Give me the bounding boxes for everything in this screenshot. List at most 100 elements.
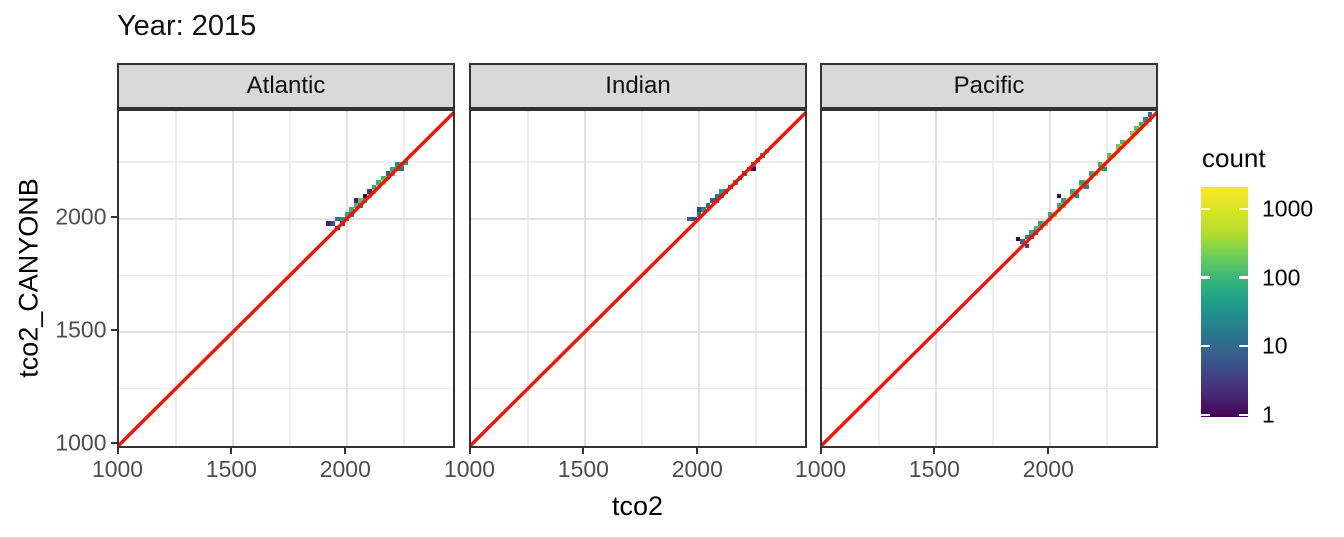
bin-tile (1088, 171, 1094, 176)
y-axis-tick (110, 442, 117, 445)
bin-tile (696, 207, 702, 213)
bin-tile (390, 166, 395, 172)
gridline (822, 217, 1156, 220)
bin-tile (1120, 139, 1125, 145)
y-axis-tick (110, 328, 117, 331)
legend-colorbar (1201, 187, 1248, 417)
facet-strip-label: Indian (605, 72, 671, 99)
bin-tile (399, 166, 404, 172)
legend-tick (1239, 207, 1248, 211)
bin-tile (1056, 193, 1062, 199)
x-axis-tick (230, 448, 233, 454)
bin-tile (1147, 112, 1153, 118)
bin-tile (1129, 130, 1135, 136)
x-axis-tick (1047, 448, 1050, 454)
x-tick-label: 1500 (908, 456, 960, 482)
gridline (697, 111, 700, 446)
x-tick-label: 1000 (794, 456, 847, 482)
gridline (231, 111, 234, 446)
gridline (822, 330, 1156, 333)
x-axis-tick (468, 448, 471, 454)
legend-tick-label: 100 (1262, 264, 1301, 291)
bin-tile (339, 216, 345, 222)
gridline (345, 111, 348, 446)
bin-tile (1015, 236, 1021, 242)
facet-strip-label: Atlantic (246, 72, 326, 99)
bin-tile (394, 162, 400, 167)
bin-tile (687, 216, 692, 222)
y-tick-label: 2000 (55, 203, 107, 230)
gridline (527, 111, 529, 446)
bin-tile (376, 180, 381, 185)
bin-tile (1047, 211, 1053, 217)
bin-tile (1024, 234, 1030, 240)
panel-atlantic (117, 109, 455, 448)
x-axis-tick (933, 448, 936, 454)
bin-tile (1097, 162, 1103, 167)
x-axis-tick (116, 448, 119, 454)
bin-tile (1106, 153, 1112, 158)
legend-tick (1201, 413, 1210, 417)
bin-tile (710, 198, 715, 204)
bin-tile (1070, 189, 1075, 194)
legend-tick (1239, 413, 1248, 417)
facet-strip-indian: Indian (469, 63, 807, 109)
bin-tile (335, 216, 340, 222)
bin-tile (719, 189, 724, 194)
gridline (822, 161, 1156, 164)
bin-tile (714, 193, 720, 199)
bin-tile (1033, 225, 1039, 231)
legend-tick (1239, 345, 1248, 348)
bin-tile (385, 171, 391, 176)
gridline (878, 111, 880, 446)
legend-tick (1201, 345, 1210, 348)
x-tick-label: 1000 (443, 456, 496, 482)
y-axis-tick (110, 215, 117, 218)
legend-tick-label: 10 (1262, 332, 1288, 359)
gridline (471, 161, 805, 164)
bin-tile (1083, 184, 1089, 190)
bin-tile (696, 211, 702, 217)
bin-tile (380, 175, 386, 181)
bin-tile (1079, 180, 1084, 185)
gridline (934, 111, 937, 446)
gridline (119, 161, 453, 164)
bin-tile (330, 221, 336, 226)
y-tick-label: 1500 (55, 316, 107, 343)
gridline (471, 274, 805, 277)
legend-tick (1201, 207, 1210, 211)
bin-tile (353, 198, 359, 204)
identity-line (822, 111, 1156, 446)
gridline (175, 111, 177, 446)
x-axis-tick (696, 448, 699, 454)
y-tick-label: 1000 (55, 429, 107, 456)
legend-tick-label: 1000 (1262, 195, 1314, 222)
bin-tile (1029, 230, 1034, 235)
gridline (822, 274, 1156, 277)
bin-tile (353, 202, 359, 208)
facet-strip-pacific: Pacific (820, 63, 1158, 109)
x-tick-label: 2000 (319, 456, 371, 482)
bin-tile (1102, 166, 1107, 172)
x-tick-label: 2000 (1022, 456, 1074, 482)
gridline (289, 111, 291, 446)
panel-indian (469, 109, 807, 448)
bin-tile (1024, 243, 1030, 249)
bin-tile (691, 216, 697, 222)
gridline (754, 111, 757, 446)
bin-tile (1061, 198, 1066, 204)
x-axis-tick (819, 448, 822, 454)
legend-tick-label: 1 (1262, 401, 1275, 428)
facet-strip-label: Pacific (953, 72, 1025, 99)
x-tick-label: 1500 (205, 456, 257, 482)
bin-tile (705, 202, 711, 208)
bin-tile (371, 184, 377, 190)
x-axis-title: tco2 (611, 491, 664, 521)
bin-tile (358, 198, 363, 204)
bin-tile (1056, 202, 1062, 208)
gridline (471, 387, 805, 390)
legend-tick (1239, 276, 1248, 279)
bin-tile (701, 207, 706, 213)
facet-strip-atlantic: Atlantic (117, 63, 455, 109)
